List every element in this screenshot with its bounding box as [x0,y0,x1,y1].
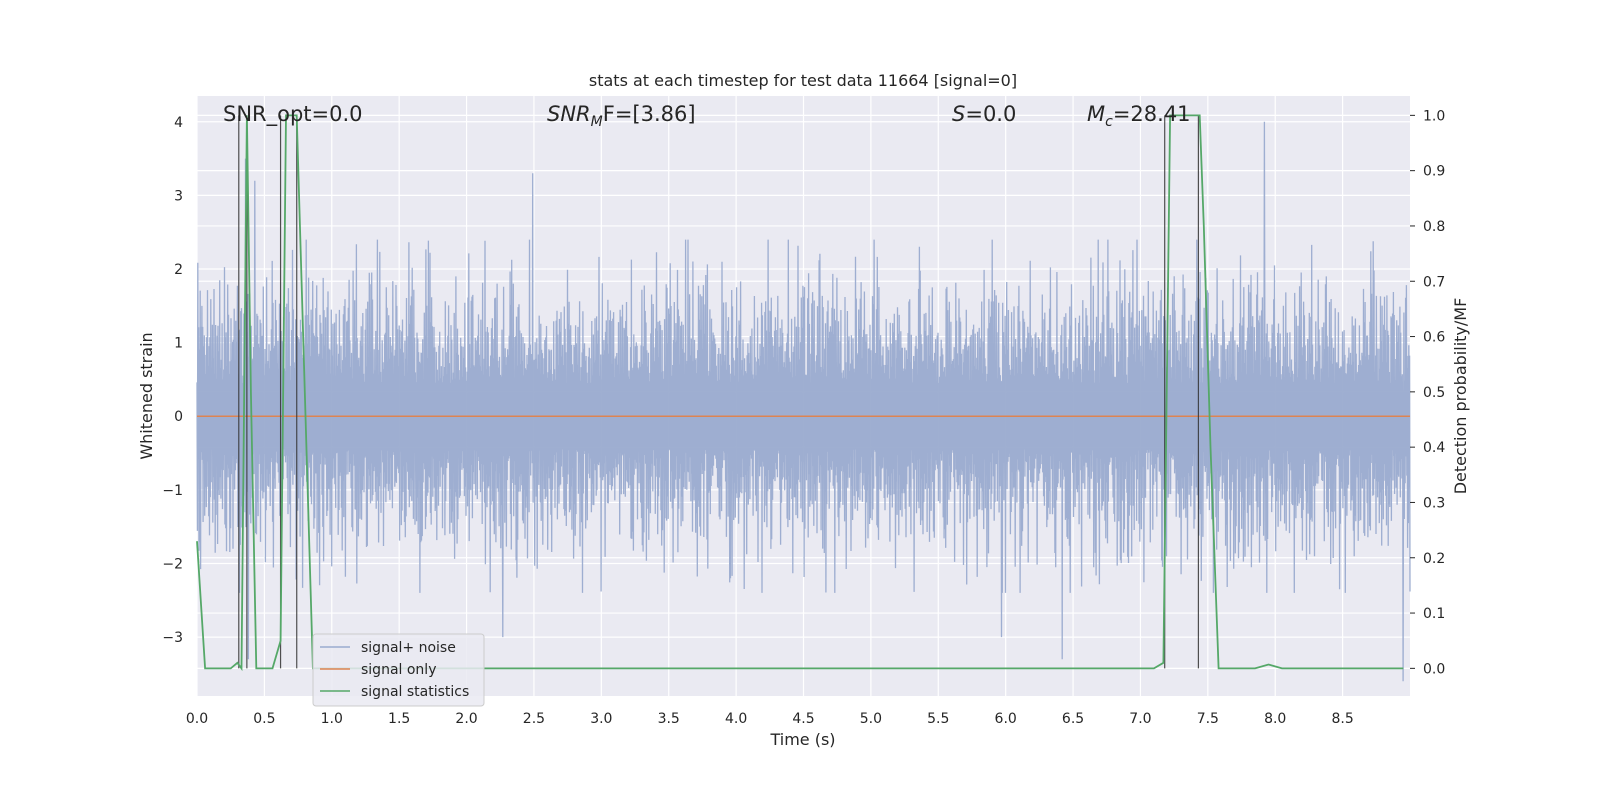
right-tick-label: 0.2 [1423,551,1445,567]
legend-box [312,633,485,707]
snr-mf-subscript: M [591,114,603,130]
mc-subscript: c [1105,114,1113,130]
signal-noise-series [196,121,1411,682]
left-axis-ticks: 4 3 2 1 0 −1 −2 −3 [162,115,183,646]
left-tick-label: 1 [174,336,183,352]
x-tick-label: 5.0 [860,711,882,727]
x-tick-label: 7.0 [1129,711,1151,727]
x-tick-label: 7.5 [1197,711,1219,727]
right-tick-label: 0.1 [1423,606,1445,622]
s-annotation: S=0.0 [952,102,1016,126]
right-tick-label: 0.4 [1423,440,1445,456]
x-tick-label: 6.5 [1062,711,1084,727]
y-axis-label: Whitened strain [137,332,156,459]
x-tick-label: 1.5 [388,711,410,727]
x-tick-label: 8.5 [1331,711,1353,727]
left-tick-label: 4 [174,115,183,131]
x-axis-label: Time (s) [769,730,835,749]
left-tick-label: 0 [174,409,183,425]
x-tick-label: 4.5 [792,711,814,727]
left-tick-label: −3 [162,630,183,646]
x-tick-label: 4.0 [725,711,747,727]
s-value: =0.0 [965,102,1016,126]
x-axis-ticks: 0.0 0.5 1.0 1.5 2.0 2.5 3.0 3.5 4.0 4.5 5.0 5.5 6.0 6… [186,711,1354,727]
mc-annotation: Mc=28.41 [1087,102,1191,130]
x-tick-label: 1.0 [321,711,343,727]
right-tick-label: 0.6 [1423,330,1445,346]
x-tick-label: 0.0 [186,711,208,727]
s-symbol: S [952,102,965,126]
right-tick-label: 0.7 [1423,274,1445,290]
right-tick-label: 0.5 [1423,385,1445,401]
x-tick-label: 3.5 [658,711,680,727]
x-tick-label: 6.0 [995,711,1017,727]
x-tick-label: 5.5 [927,711,949,727]
legend-label-signal-only: signal only [361,662,436,678]
snr-opt-annotation: SNR_opt=0.0 [223,102,363,127]
left-tick-label: 2 [174,262,183,278]
legend-label-signal-statistics: signal statistics [361,684,469,700]
right-tick-label: 0.3 [1423,495,1445,511]
right-tick-label: 0.8 [1423,219,1445,235]
mc-value: =28.41 [1113,102,1191,126]
chart-title: stats at each timestep for test data 116… [589,71,1017,90]
y-right-axis-label: Detection probability/MF [1451,298,1470,495]
left-tick-label: −1 [162,483,183,499]
legend-label-signal-noise: signal+ noise [361,640,456,656]
signal-noise-line [196,121,1411,682]
left-tick-label: 3 [174,188,183,204]
x-tick-label: 3.0 [590,711,612,727]
right-axis-ticks: 1.0 0.9 0.8 0.7 0.6 0.5 0.4 0.3 0.2 0.1 0.0 [1410,108,1445,677]
mc-base: M [1087,102,1105,126]
x-tick-label: 2.0 [455,711,477,727]
right-tick-label: 0.9 [1423,164,1445,180]
x-tick-label: 2.5 [523,711,545,727]
x-tick-label: 0.5 [253,711,275,727]
right-tick-label: 0.0 [1423,661,1445,677]
snr-mf-value: F=[3.86] [603,102,696,126]
legend: signal+ noise signal only signal statist… [312,633,485,707]
right-tick-label: 1.0 [1423,108,1445,124]
snr-mf-base: SNR [547,102,591,126]
left-tick-label: −2 [162,556,183,572]
snr-mf-annotation: SNRMF=[3.86] [547,102,696,130]
x-tick-label: 8.0 [1264,711,1286,727]
